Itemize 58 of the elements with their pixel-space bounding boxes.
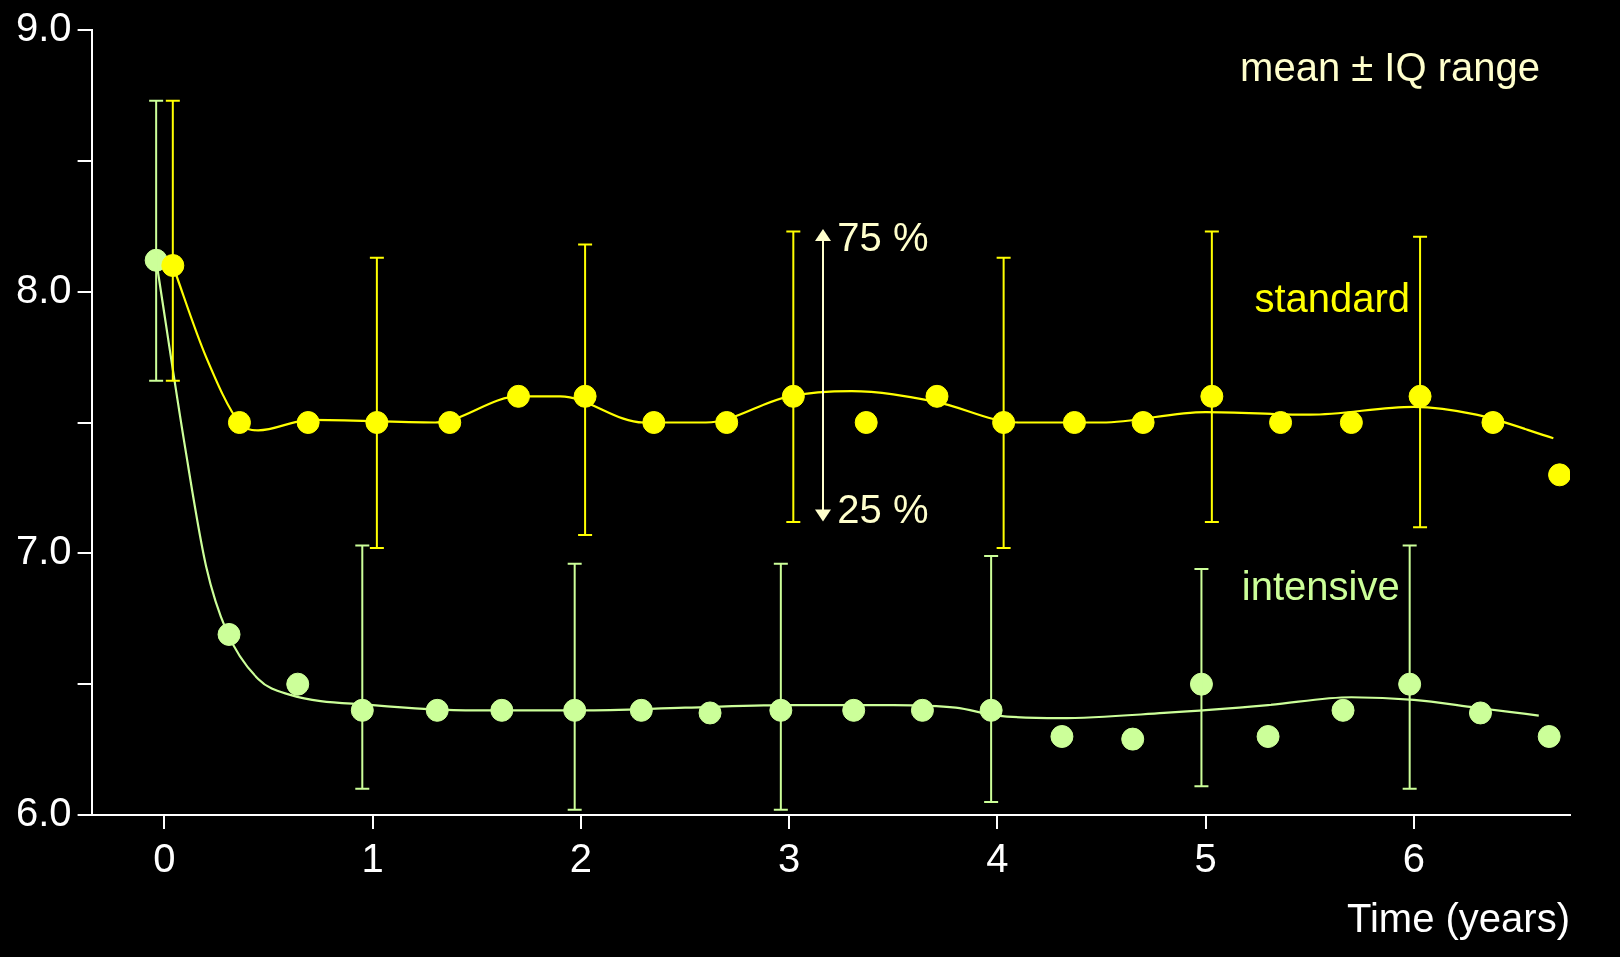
point <box>1121 727 1145 751</box>
series-label: intensive <box>1241 564 1400 609</box>
x-tick-label: 3 <box>778 836 801 881</box>
point <box>1062 411 1086 434</box>
point <box>425 698 449 722</box>
y-tick-label: 8.0 <box>16 266 72 311</box>
point <box>842 698 866 722</box>
point <box>227 411 251 434</box>
point <box>1256 725 1280 748</box>
y-tick-label: 7.0 <box>16 528 72 573</box>
point <box>1269 411 1293 434</box>
annotation: mean ± IQ range <box>1240 45 1540 90</box>
point <box>1131 411 1155 434</box>
annotation: 75 % <box>837 214 929 259</box>
point <box>438 411 462 434</box>
point <box>1398 672 1422 696</box>
point <box>781 384 805 408</box>
point <box>350 698 374 722</box>
point <box>296 411 320 434</box>
point <box>1548 463 1570 487</box>
point <box>1331 698 1355 722</box>
point <box>925 384 949 408</box>
point <box>1189 672 1213 696</box>
x-axis-title: Time (years) <box>1347 896 1570 941</box>
point <box>506 384 530 408</box>
point <box>910 698 934 722</box>
point <box>715 411 739 434</box>
point <box>1339 411 1363 434</box>
series-label: standard <box>1254 276 1411 321</box>
point <box>490 698 514 722</box>
point <box>854 411 878 434</box>
point <box>217 622 241 646</box>
x-tick-label: 2 <box>569 836 593 881</box>
point <box>769 698 793 722</box>
annotation: 25 % <box>837 486 929 531</box>
point <box>629 698 653 722</box>
y-tick-label: 6.0 <box>16 790 72 835</box>
point <box>1537 725 1561 748</box>
x-tick-label: 5 <box>1194 836 1217 881</box>
point <box>1050 725 1074 748</box>
point <box>1468 701 1492 725</box>
point <box>573 384 597 408</box>
point <box>286 672 310 696</box>
x-tick-label: 0 <box>153 836 176 881</box>
point <box>979 698 1003 722</box>
x-tick-label: 4 <box>986 836 1009 881</box>
point <box>992 411 1016 434</box>
y-tick-label: 9.0 <box>16 5 72 50</box>
point <box>1200 384 1224 408</box>
point <box>1408 384 1432 408</box>
point <box>563 698 587 722</box>
point <box>1481 411 1505 434</box>
x-tick-label: 6 <box>1402 836 1425 881</box>
point <box>642 411 666 434</box>
x-tick-label: 1 <box>361 836 384 881</box>
point <box>365 411 389 434</box>
point <box>161 254 185 277</box>
point <box>698 701 722 725</box>
